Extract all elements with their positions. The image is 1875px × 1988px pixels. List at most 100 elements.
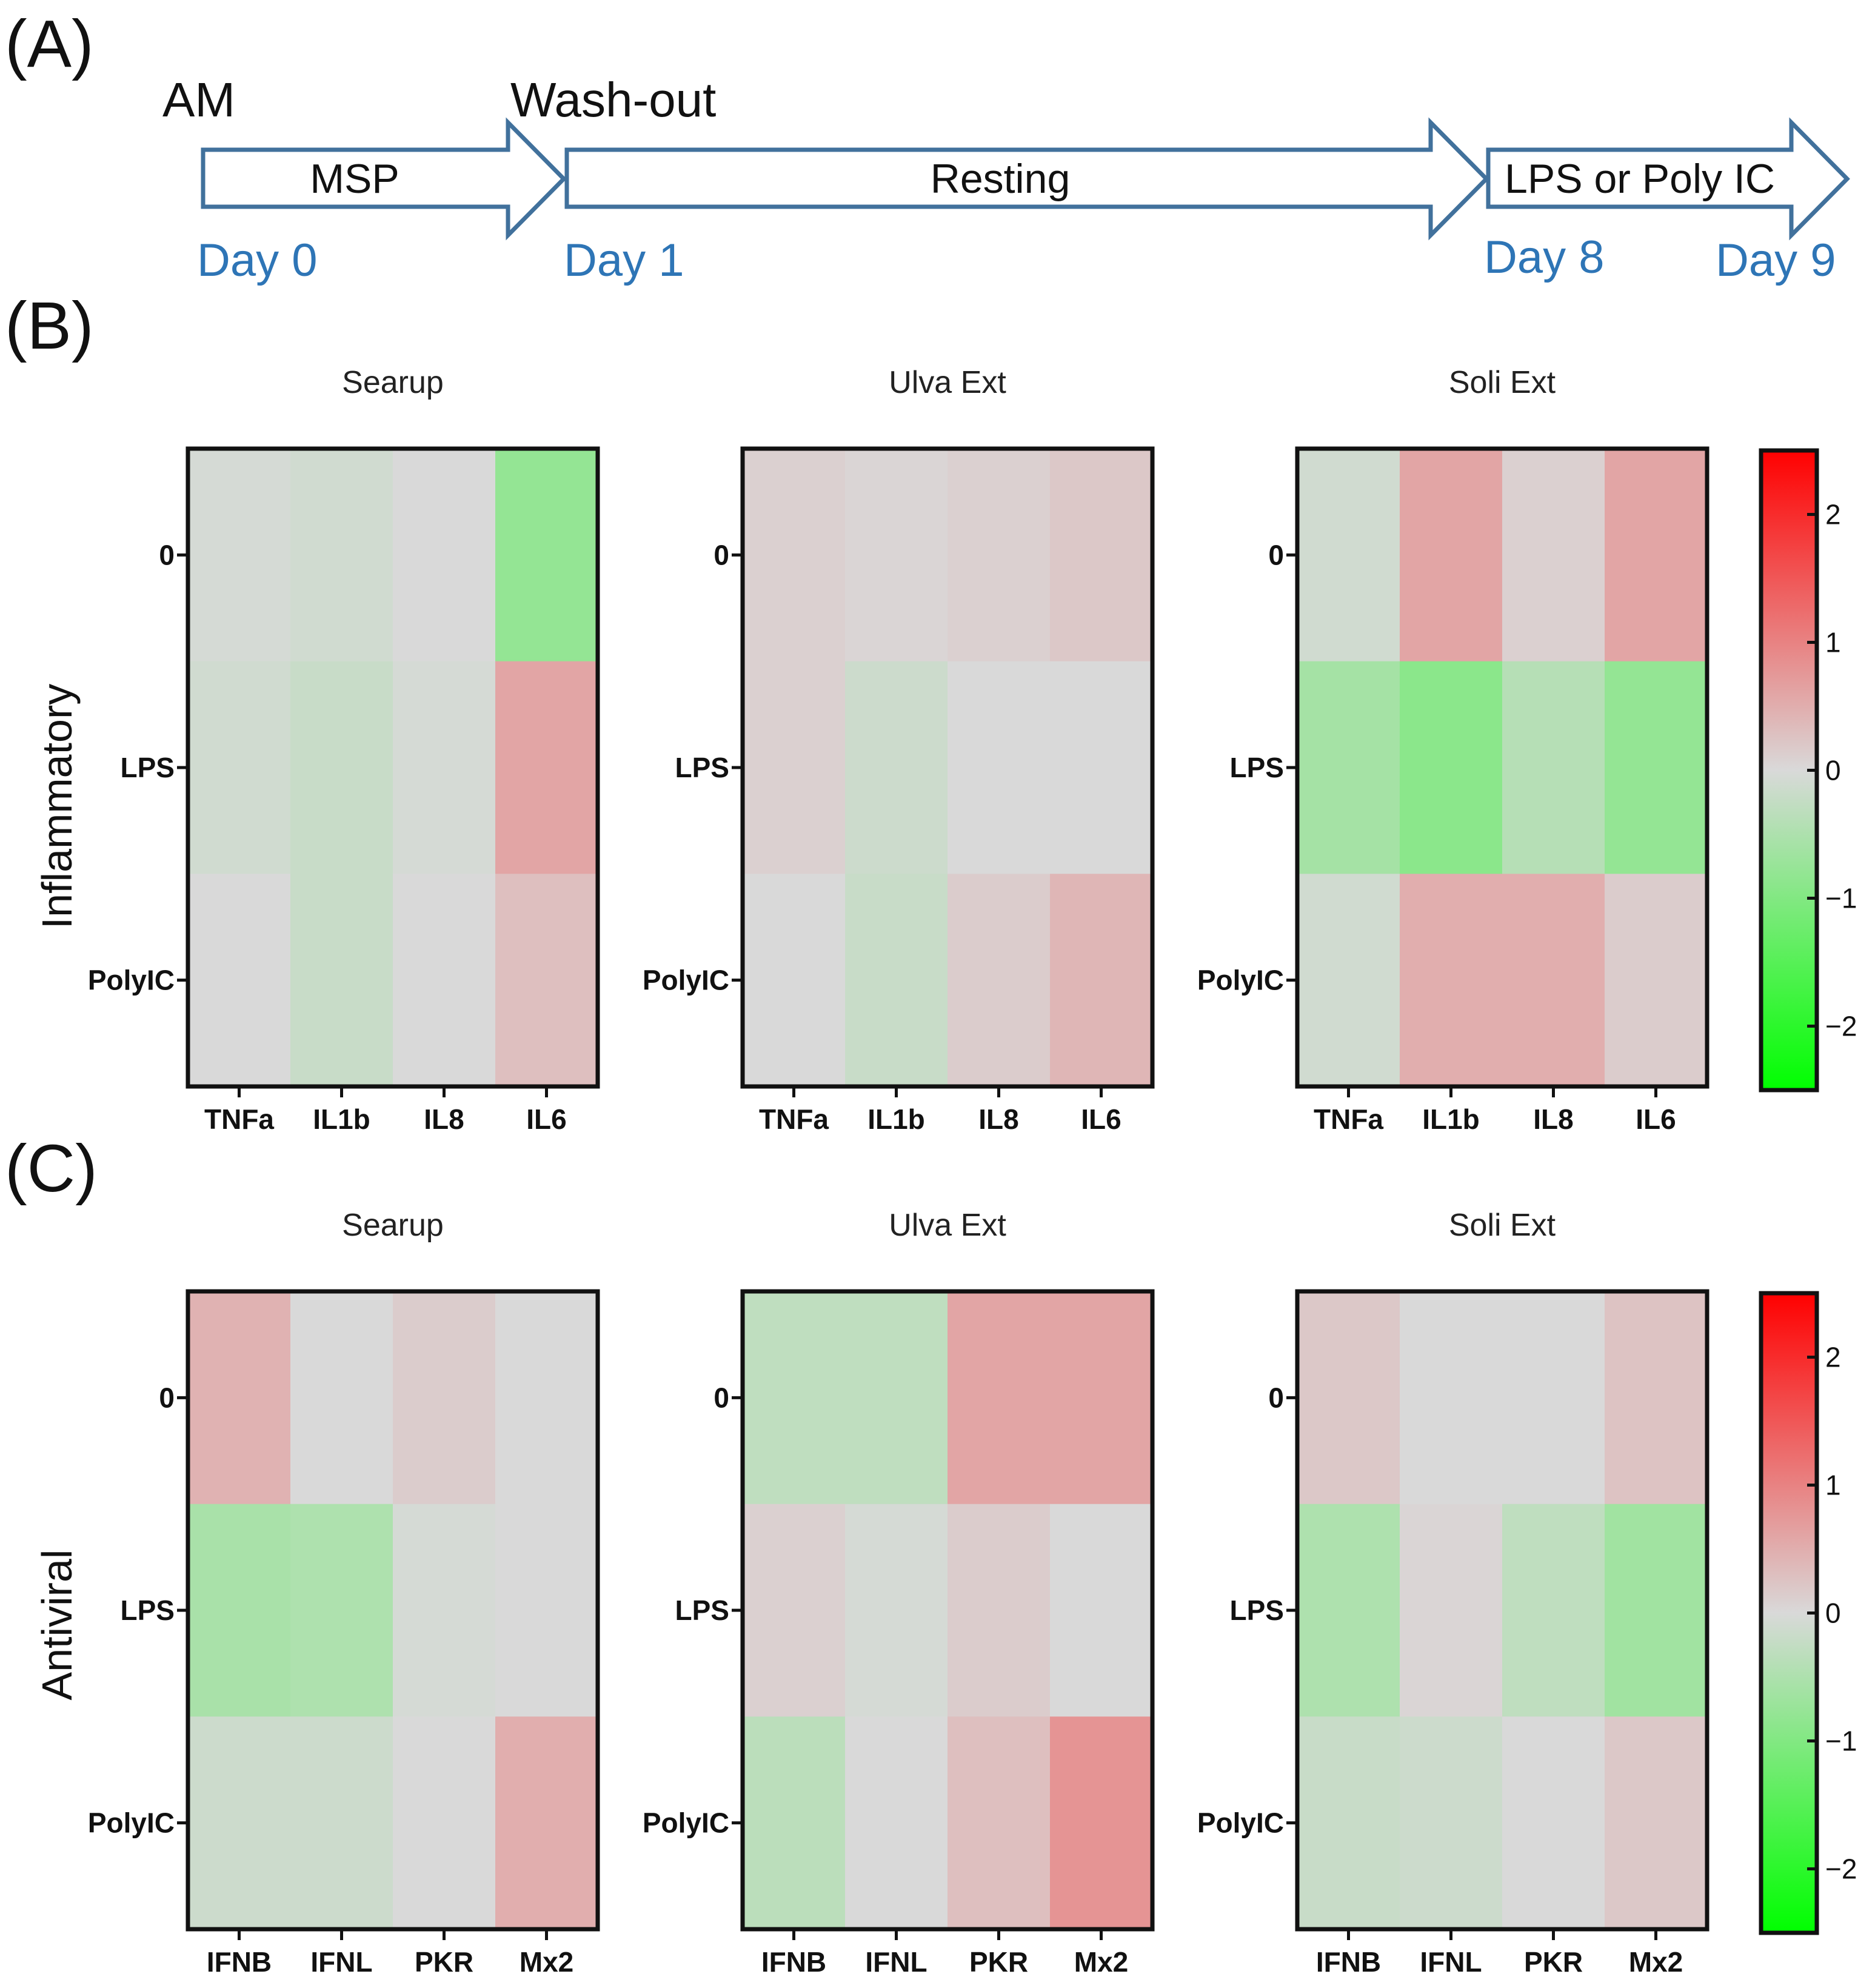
colorbar-tick-label: 1	[1825, 1470, 1841, 1501]
colorbar-tick-label: 0	[1825, 755, 1841, 786]
heatmap-cell-0-tnfa	[1297, 449, 1400, 662]
col-label-il8: IL8	[1533, 1103, 1573, 1135]
heatmap-cell-lps-pkr	[1502, 1504, 1605, 1717]
heatmap-cell-lps-mx2	[1605, 1504, 1708, 1717]
heatmap-inflammatory-soli-ext: Soli Ext 0 LPS PolyIC TNFa IL1b IL8 IL6	[1197, 365, 1710, 1135]
col-label-il1b: IL1b	[313, 1103, 370, 1135]
heatmap-cell-lps-ifnl	[1400, 1504, 1503, 1717]
row-label-lps: LPS	[1230, 1595, 1284, 1626]
row-label-lps: LPS	[121, 752, 175, 783]
heatmap-cell-polyic-il8	[1502, 874, 1605, 1087]
heatmap-cell-polyic-mx2	[495, 1716, 598, 1930]
day-0-label: Day 0	[197, 235, 318, 286]
heatmap-cell-lps-tnfa	[743, 661, 846, 874]
heatmap-title: Ulva Ext	[889, 1208, 1006, 1243]
col-label-il8: IL8	[978, 1103, 1018, 1135]
heatmap-title: Searup	[342, 1208, 444, 1243]
heatmap-cell-polyic-il8	[948, 874, 1051, 1087]
panel-b-label: (B)	[5, 289, 94, 363]
heatmap-cell-0-ifnl	[290, 1291, 393, 1505]
panel-c-label: (C)	[5, 1131, 98, 1206]
colorbar-tick-label: −1	[1825, 1725, 1857, 1757]
heatmap-cell-lps-ifnb	[188, 1504, 291, 1717]
col-label-ifnl: IFNL	[865, 1946, 927, 1978]
col-label-il1b: IL1b	[1422, 1103, 1480, 1135]
row-label-polyic: PolyIC	[88, 965, 175, 996]
heatmap-cell-polyic-il6	[495, 874, 598, 1087]
col-label-il6: IL6	[1081, 1103, 1121, 1135]
day-1-label: Day 1	[564, 235, 684, 286]
heatmap-cell-polyic-pkr	[393, 1716, 496, 1930]
washout-label: Wash-out	[510, 73, 716, 127]
row-label-lps: LPS	[121, 1595, 175, 1626]
heatmap-cell-lps-tnfa	[188, 661, 291, 874]
heatmap-cell-lps-il1b	[1400, 661, 1503, 874]
panel-a-label: (A)	[5, 7, 94, 81]
row-label-polyic: PolyIC	[88, 1807, 175, 1839]
row-label-polyic: PolyIC	[1197, 965, 1284, 996]
heatmap-cell-lps-il1b	[290, 661, 393, 874]
heatmap-cell-0-ifnb	[188, 1291, 291, 1505]
day-8-label: Day 8	[1484, 232, 1605, 283]
heatmap-cell-polyic-ifnb	[1297, 1716, 1400, 1930]
heatmap-title: Searup	[342, 365, 444, 400]
heatmap-cell-lps-tnfa	[1297, 661, 1400, 874]
heatmap-cell-lps-mx2	[495, 1504, 598, 1717]
row-label-0: 0	[714, 539, 729, 571]
heatmap-cell-0-mx2	[495, 1291, 598, 1505]
heatmap-cell-0-il6	[1050, 449, 1153, 662]
heatmap-cell-polyic-il6	[1605, 874, 1708, 1087]
heatmap-cell-polyic-ifnb	[743, 1716, 846, 1930]
col-label-ifnb: IFNB	[1316, 1946, 1381, 1978]
heatmap-cell-lps-ifnl	[290, 1504, 393, 1717]
row-label-0: 0	[1268, 539, 1284, 571]
heatmap-cell-0-pkr	[393, 1291, 496, 1505]
antiviral-side-label: Antiviral	[33, 1550, 81, 1701]
col-label-ifnl: IFNL	[310, 1946, 372, 1978]
heatmap-cell-lps-il6	[495, 661, 598, 874]
heatmap-cell-lps-ifnb	[1297, 1504, 1400, 1717]
colorbar-tick-label: −2	[1825, 1853, 1857, 1885]
heatmap-cell-polyic-tnfa	[188, 874, 291, 1087]
col-label-il8: IL8	[424, 1103, 464, 1135]
stimulation-arrow	[1486, 117, 1850, 241]
heatmap-cell-polyic-ifnb	[188, 1716, 291, 1930]
heatmap-cell-0-il1b	[845, 449, 948, 662]
colorbar-antiviral: 2 1 0 −1 −2	[1759, 1291, 1857, 1935]
heatmap-cell-0-ifnb	[743, 1291, 846, 1505]
heatmap-antiviral-searup: Searup 0 LPS PolyIC IFNB IFNL PKR Mx2	[88, 1208, 600, 1978]
heatmap-cell-0-tnfa	[743, 449, 846, 662]
heatmap-cell-polyic-il1b	[1400, 874, 1503, 1087]
col-label-tnfa: TNFa	[204, 1103, 274, 1135]
col-label-mx2: Mx2	[1074, 1946, 1128, 1978]
heatmap-cell-polyic-il6	[1050, 874, 1153, 1087]
col-label-il1b: IL1b	[867, 1103, 925, 1135]
heatmap-title: Soli Ext	[1449, 1208, 1556, 1243]
colorbar-tick-label: 2	[1825, 499, 1841, 530]
colorbar-tick-label: 2	[1825, 1342, 1841, 1373]
heatmap-cell-polyic-ifnl	[1400, 1716, 1503, 1930]
col-label-mx2: Mx2	[520, 1946, 573, 1978]
row-label-lps: LPS	[675, 1595, 729, 1626]
heatmap-title: Soli Ext	[1449, 365, 1556, 400]
heatmap-cell-lps-il6	[1605, 661, 1708, 874]
heatmap-cell-0-mx2	[1605, 1291, 1708, 1505]
heatmap-inflammatory-ulva-ext: Ulva Ext 0 LPS PolyIC TNFa IL1b IL8 IL6	[643, 365, 1155, 1135]
col-label-ifnb: IFNB	[761, 1946, 826, 1978]
heatmap-cell-0-ifnl	[845, 1291, 948, 1505]
heatmap-cell-polyic-il8	[393, 874, 496, 1087]
heatmap-inflammatory-searup: Searup 0 LPS PolyIC TNFa IL1b IL8 IL6	[88, 365, 600, 1135]
heatmap-cell-polyic-mx2	[1605, 1716, 1708, 1930]
heatmap-cell-0-ifnb	[1297, 1291, 1400, 1505]
heatmap-cell-polyic-ifnl	[845, 1716, 948, 1930]
col-label-pkr: PKR	[969, 1946, 1028, 1978]
heatmap-cell-polyic-mx2	[1050, 1716, 1153, 1930]
heatmap-cell-0-tnfa	[188, 449, 291, 662]
heatmap-antiviral-ulva-ext: Ulva Ext 0 LPS PolyIC IFNB IFNL PKR Mx2	[643, 1208, 1155, 1978]
row-label-0: 0	[159, 539, 175, 571]
heatmap-cell-polyic-il1b	[845, 874, 948, 1087]
colorbar-tick-label: −1	[1825, 883, 1857, 914]
row-label-lps: LPS	[675, 752, 729, 783]
heatmap-cell-0-ifnl	[1400, 1291, 1503, 1505]
heatmap-cell-lps-il6	[1050, 661, 1153, 874]
